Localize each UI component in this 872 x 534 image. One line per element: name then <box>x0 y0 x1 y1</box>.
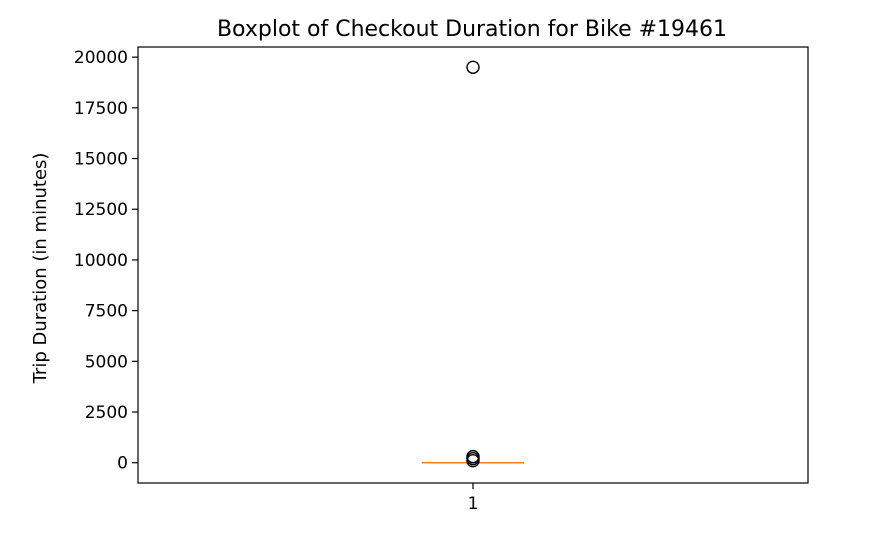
y-tick-label: 7500 <box>85 302 128 322</box>
outlier-point <box>467 61 479 73</box>
y-tick-label: 5000 <box>85 352 128 372</box>
y-tick-label: 0 <box>117 454 128 474</box>
plot-area: 0 2500 5000 7500 10000 12500 15000 17500 20000 1 <box>74 47 808 514</box>
y-tick-label: 10000 <box>74 251 128 271</box>
x-tick-label: 1 <box>468 494 479 514</box>
y-tick-label: 15000 <box>74 150 128 170</box>
y-tick-label: 17500 <box>74 99 128 119</box>
y-tick-label: 12500 <box>74 200 128 220</box>
y-axis-label: Trip Duration (in minutes) <box>30 153 51 385</box>
plot-frame <box>138 47 808 483</box>
y-tick-label: 20000 <box>74 48 128 68</box>
y-tick-label: 2500 <box>85 403 128 423</box>
chart-title: Boxplot of Checkout Duration for Bike #1… <box>217 17 727 42</box>
